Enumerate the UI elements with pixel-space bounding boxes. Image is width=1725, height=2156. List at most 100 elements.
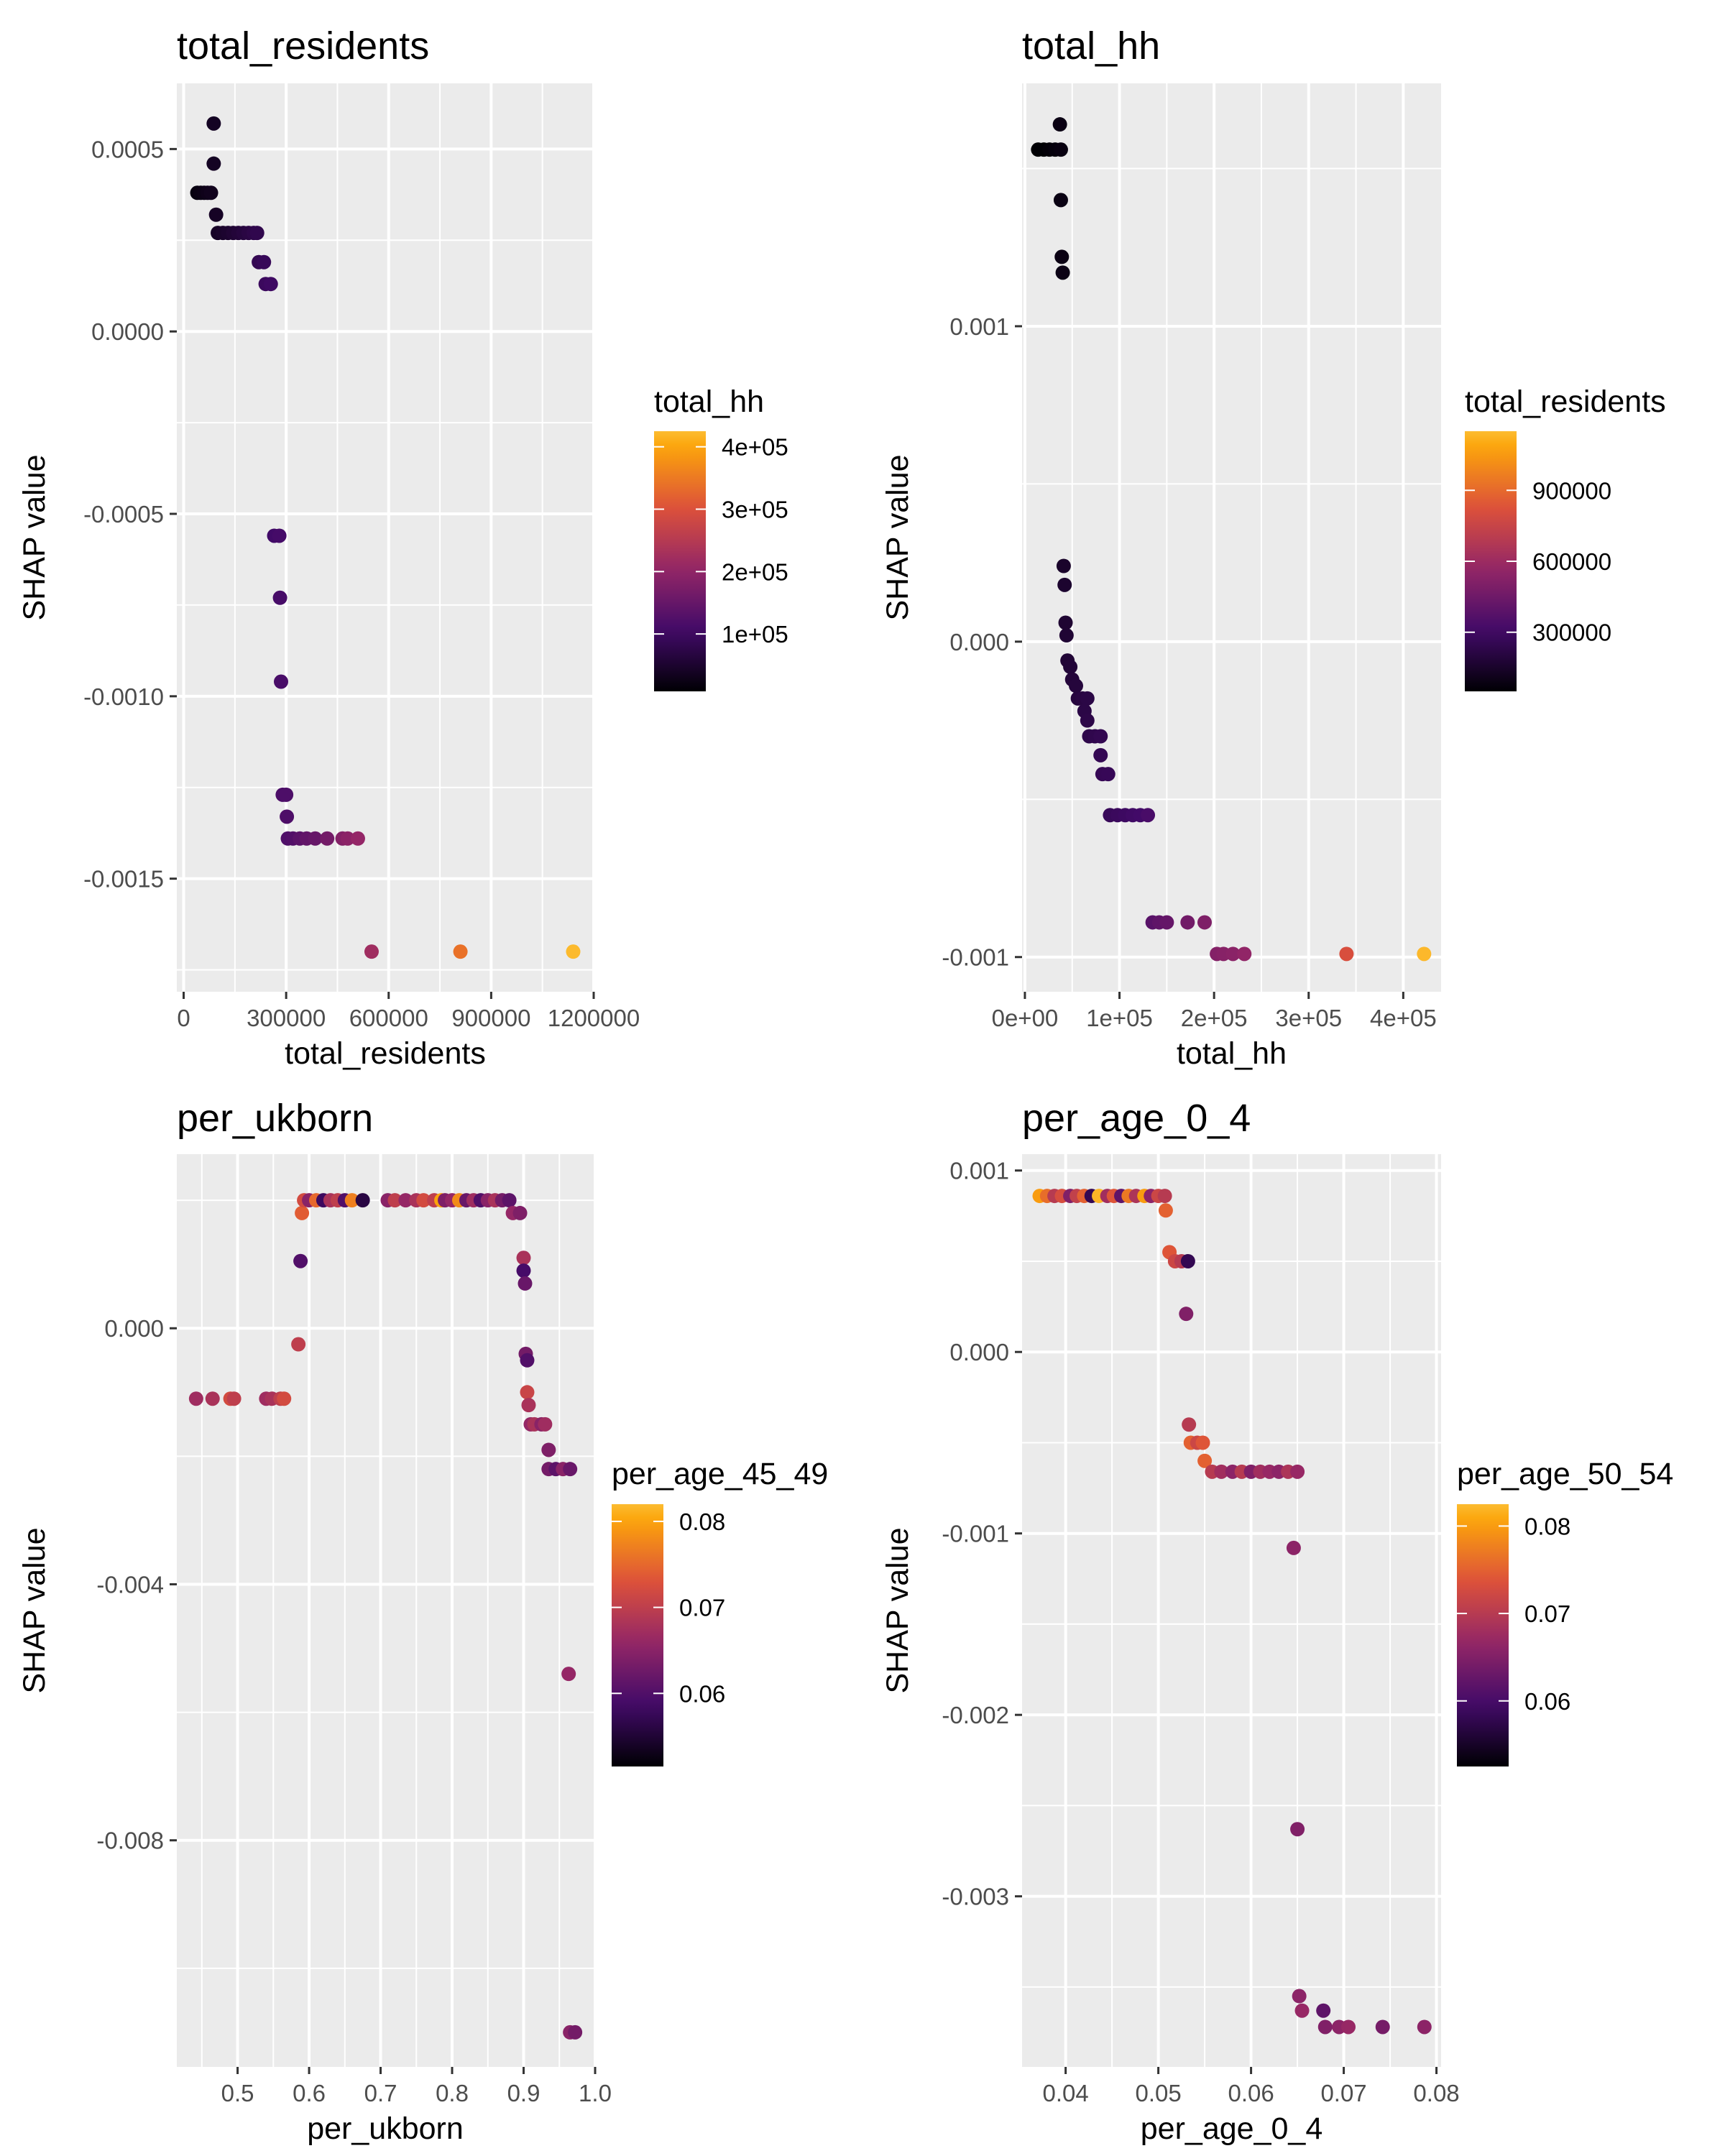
x-tick-label: 0e+00 — [992, 1005, 1059, 1031]
data-point — [516, 1263, 531, 1279]
data-point — [1197, 1453, 1213, 1468]
x-tick-label: 2e+05 — [1181, 1005, 1248, 1031]
colorbar — [1457, 1504, 1509, 1766]
data-point — [1053, 142, 1068, 157]
data-point — [1294, 2003, 1310, 2018]
data-point — [1080, 691, 1095, 706]
data-point — [206, 116, 221, 131]
x-tick-label: 0 — [177, 1005, 190, 1031]
data-point — [398, 1193, 413, 1208]
data-point — [518, 1276, 533, 1291]
x-tick-label: 300000 — [247, 1005, 326, 1031]
chart-title: per_age_0_4 — [1022, 1097, 1251, 1140]
data-point — [1159, 915, 1174, 930]
data-point — [1100, 767, 1116, 782]
data-point — [1316, 2003, 1331, 2018]
data-point — [520, 1385, 535, 1400]
data-point — [1195, 1435, 1210, 1450]
data-point — [1057, 577, 1072, 592]
data-point — [205, 1391, 220, 1406]
data-point — [355, 1193, 370, 1208]
x-tick-label: 4e+05 — [1370, 1005, 1437, 1031]
data-point — [263, 277, 278, 292]
y-tick-label: 0.0005 — [91, 136, 164, 162]
legend-tick-label: 0.08 — [679, 1508, 725, 1535]
data-point — [416, 1193, 431, 1208]
data-point — [1237, 946, 1252, 962]
y-tick-label: 0.001 — [949, 313, 1009, 340]
legend-tick-label: 3e+05 — [722, 497, 788, 523]
x-tick-label: 0.05 — [1135, 2080, 1181, 2106]
data-point — [1180, 1253, 1195, 1268]
data-point — [364, 944, 379, 959]
legend-title: per_age_50_54 — [1457, 1457, 1673, 1491]
data-point — [1058, 615, 1073, 630]
data-point — [320, 831, 335, 846]
legend-tick-label: 0.08 — [1524, 1513, 1570, 1539]
data-point — [1056, 558, 1071, 573]
x-tick-label: 0.07 — [1320, 2080, 1366, 2106]
data-point — [291, 1337, 306, 1352]
data-point — [1339, 946, 1354, 962]
data-point — [1286, 1540, 1301, 1555]
y-tick-label: -0.0005 — [83, 501, 164, 528]
x-tick-label: 0.04 — [1043, 2080, 1089, 2106]
data-point — [295, 1205, 310, 1220]
legend-tick-label: 4e+05 — [722, 434, 788, 461]
data-point — [1055, 265, 1070, 280]
data-point — [1063, 659, 1078, 674]
data-point — [1069, 678, 1084, 694]
x-tick-label: 1.0 — [579, 2080, 612, 2106]
data-point — [1182, 1417, 1197, 1432]
data-point — [1290, 1822, 1305, 1837]
y-tick-label: -0.001 — [942, 1521, 1009, 1547]
data-point — [566, 944, 581, 959]
x-axis-label: total_hh — [1177, 1036, 1287, 1071]
x-tick-label: 600000 — [349, 1005, 428, 1031]
data-point — [1417, 946, 1432, 962]
data-point — [1197, 915, 1212, 930]
x-tick-label: 0.5 — [221, 2080, 254, 2106]
data-point — [1317, 2019, 1333, 2035]
data-point — [453, 944, 468, 959]
colorbar — [654, 431, 706, 691]
legend-title: total_residents — [1465, 384, 1666, 419]
legend-tick-label: 2e+05 — [722, 558, 788, 585]
plot-panel-background — [177, 83, 594, 992]
data-point — [293, 1253, 308, 1268]
data-point — [512, 1205, 528, 1220]
color-legend: per_age_50_54 0.06 0.07 0.08 — [1457, 1457, 1673, 1766]
data-point — [344, 1193, 359, 1208]
y-axis-label: SHAP value — [17, 1527, 52, 1693]
x-tick-label: 0.6 — [293, 2080, 326, 2106]
color-legend: total_hh 1e+05 2e+05 3e+05 4e+05 — [654, 384, 788, 691]
data-point — [1292, 1989, 1307, 2004]
data-point — [208, 207, 224, 222]
data-point — [1054, 249, 1070, 264]
data-point — [249, 226, 264, 241]
data-point — [277, 1391, 292, 1406]
x-tick-label: 0.06 — [1228, 2080, 1274, 2106]
x-tick-label: 900000 — [451, 1005, 530, 1031]
data-point — [1157, 1189, 1172, 1204]
color-legend: total_residents 300000 600000 900000 — [1465, 384, 1666, 691]
data-point — [387, 1193, 402, 1208]
plot-panel-background — [1022, 1154, 1441, 2067]
data-point — [188, 1391, 203, 1406]
data-point — [520, 1353, 535, 1368]
data-point — [257, 254, 272, 270]
data-point — [308, 831, 323, 846]
x-axis-label: per_ukborn — [307, 2111, 464, 2146]
color-legend: per_age_45_49 0.06 0.07 0.08 — [612, 1457, 828, 1766]
data-point — [226, 1391, 242, 1406]
legend-tick-label: 0.07 — [1524, 1600, 1570, 1627]
data-point — [1059, 628, 1074, 643]
data-point — [521, 1398, 536, 1413]
data-point — [516, 1250, 531, 1266]
y-axis-label: SHAP value — [880, 454, 915, 620]
y-tick-label: -0.008 — [96, 1828, 164, 1854]
x-tick-label: 0.08 — [1413, 2080, 1459, 2106]
y-axis-label: SHAP value — [880, 1527, 915, 1693]
data-point — [563, 1462, 578, 1477]
